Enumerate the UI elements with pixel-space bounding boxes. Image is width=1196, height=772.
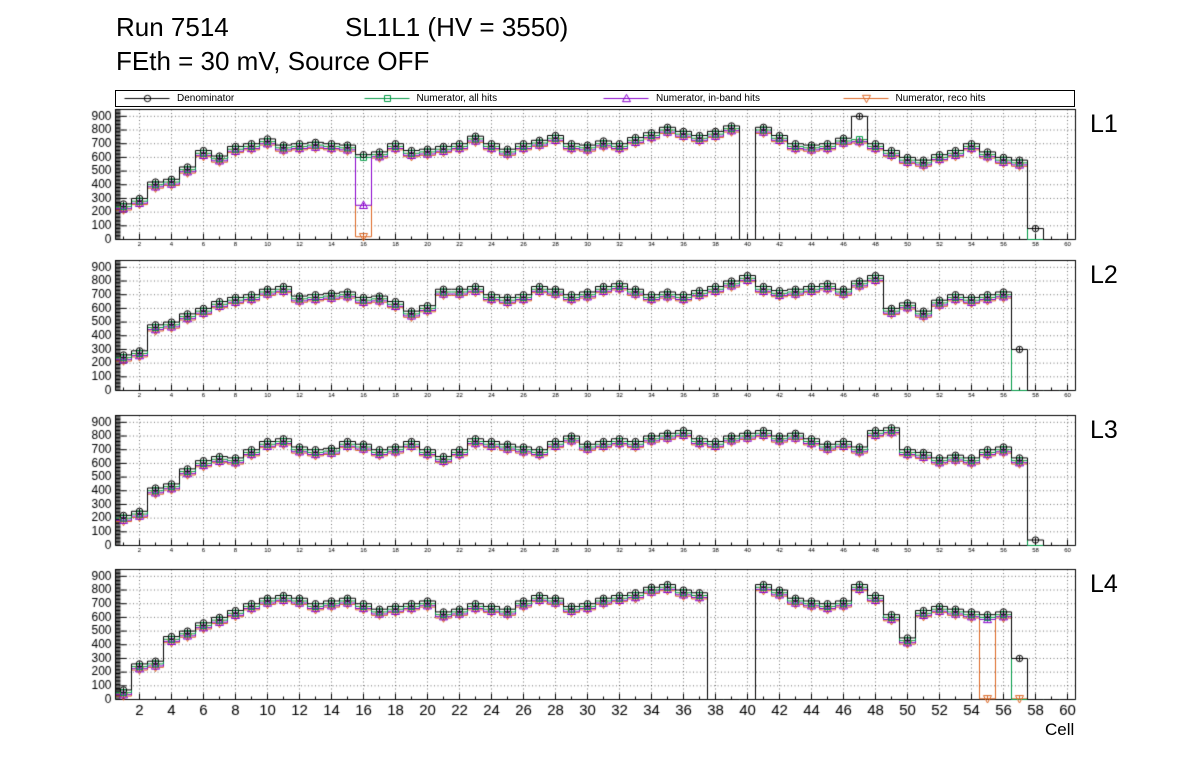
panel-label-L4: L4 — [1090, 570, 1118, 598]
panel-label-L2: L2 — [1090, 261, 1118, 289]
square-marker-icon — [361, 92, 412, 105]
plot-canvas-L3 — [75, 414, 1085, 562]
legend-entry-denominator: Denominator — [116, 91, 356, 106]
threshold-title: FEth = 30 mV, Source OFF — [116, 46, 430, 76]
triangle-up-marker-icon — [601, 92, 651, 105]
legend-label: Numerator, all hits — [416, 93, 498, 104]
circle-marker-icon — [122, 92, 172, 105]
legend-label: Denominator — [177, 93, 235, 104]
config-title: SL1L1 (HV = 3550) — [345, 12, 569, 42]
legend-label: Numerator, in-band hits — [656, 93, 760, 104]
triangle-down-marker-icon — [840, 92, 891, 105]
plot-canvas-L1 — [75, 108, 1085, 256]
x-axis-title: Cell — [1045, 720, 1075, 739]
plot-canvas-L4 — [75, 568, 1085, 722]
legend-entry-numerator-reco: Numerator, reco hits — [835, 91, 1075, 106]
plot-canvas-L2 — [75, 259, 1085, 407]
legend: Denominator Numerator, all hits Numerato… — [115, 90, 1075, 107]
legend-entry-numerator-all: Numerator, all hits — [356, 91, 596, 106]
legend-label: Numerator, reco hits — [895, 93, 986, 104]
legend-entry-numerator-inband: Numerator, in-band hits — [595, 91, 835, 106]
panel-label-L1: L1 — [1090, 110, 1118, 138]
panel-label-L3: L3 — [1090, 416, 1118, 444]
run-title: Run 7514 — [116, 12, 229, 42]
